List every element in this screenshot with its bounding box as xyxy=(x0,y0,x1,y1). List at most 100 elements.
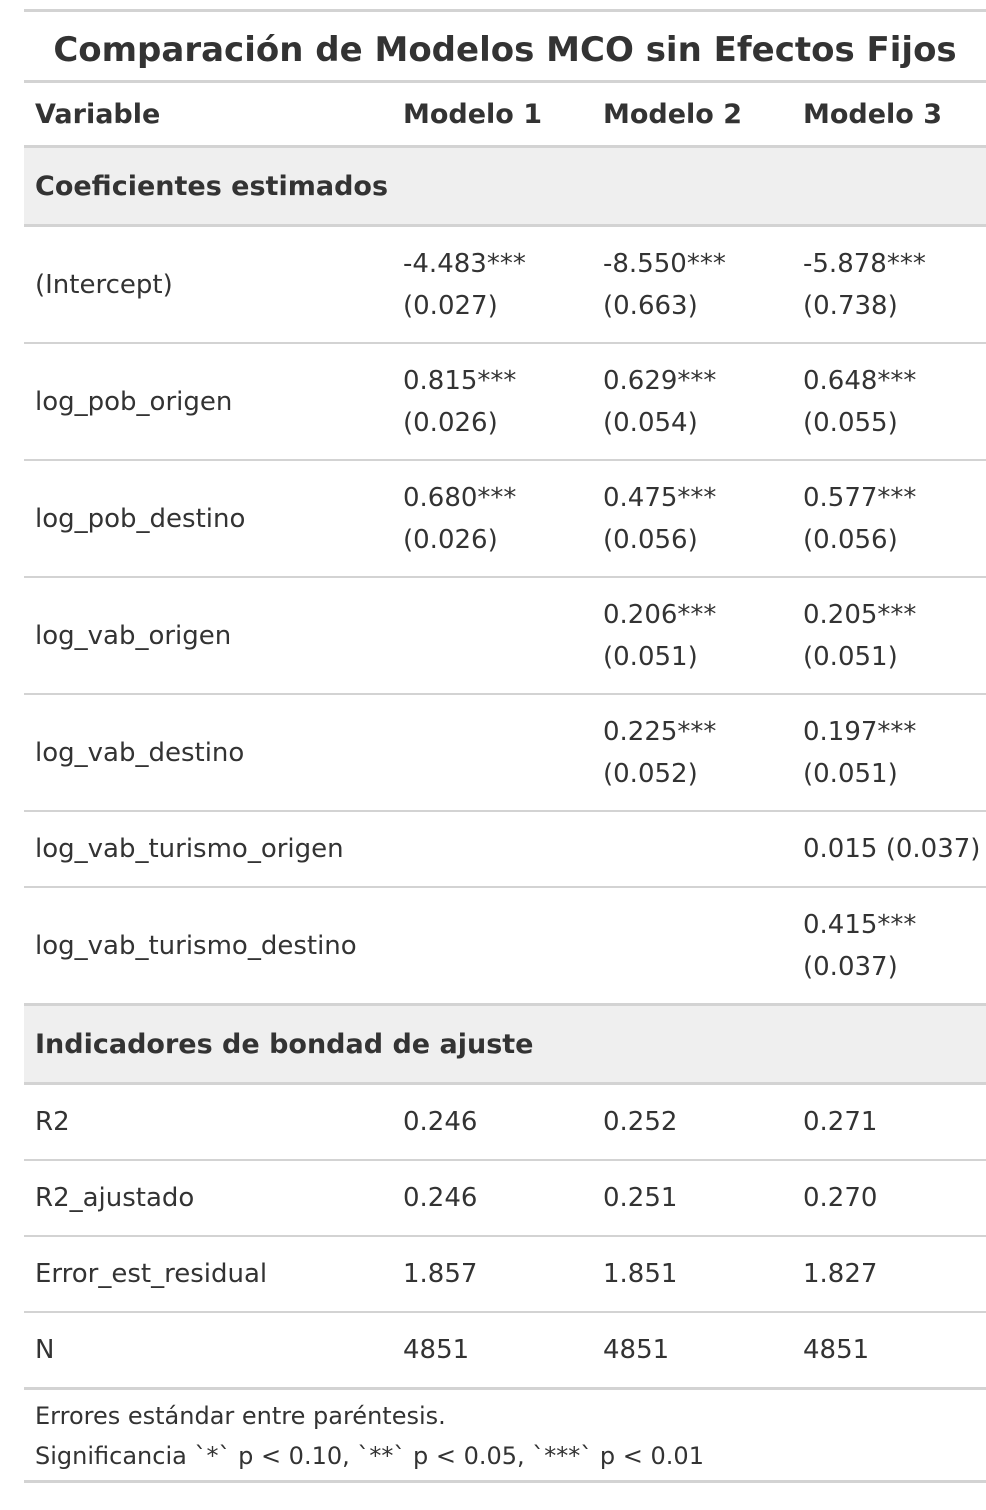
estimate: 0.577*** xyxy=(803,482,917,513)
model-3-cell: 0.197*** (0.051) xyxy=(803,711,986,795)
regression-table: Comparación de Modelos MCO sin Efectos F… xyxy=(24,9,986,1483)
model-1-value: 0.246 xyxy=(403,1183,478,1213)
estimate: 0.815*** xyxy=(403,365,517,396)
std-error: (0.027) xyxy=(403,290,498,321)
header-model-3: Modelo 3 xyxy=(803,98,943,130)
row-divider xyxy=(24,459,986,461)
model-1-value: 1.857 xyxy=(403,1259,478,1289)
model-3-value: 0.270 xyxy=(803,1183,878,1213)
model-3-cell: 0.415*** (0.037) xyxy=(803,904,986,988)
model-1-cell: 0.680*** (0.026) xyxy=(403,477,603,561)
model-3-cell: 0.577*** (0.056) xyxy=(803,477,986,561)
header-row: Variable Modelo 1 Modelo 2 Modelo 3 xyxy=(24,83,986,145)
model-1-cell: -4.483*** (0.027) xyxy=(403,243,603,327)
table-bottom-border xyxy=(24,1480,986,1483)
estimate: 0.629*** xyxy=(603,365,717,396)
footnote: Significancia `*` p < 0.10, `**` p < 0.0… xyxy=(35,1442,704,1470)
variable-name: log_pob_origen xyxy=(35,386,233,417)
std-error: (0.054) xyxy=(603,407,698,438)
model-3-cell: -5.878*** (0.738) xyxy=(803,243,986,327)
divider xyxy=(24,1082,986,1085)
model-2-cell: 0.225*** (0.052) xyxy=(603,711,803,795)
model-2-value: 0.251 xyxy=(603,1183,678,1213)
indicator-name: Error_est_residual xyxy=(35,1259,268,1289)
row-divider xyxy=(24,1159,986,1161)
estimate: 0.415*** xyxy=(803,909,917,940)
group-row-fit: Indicadores de bondad de ajuste xyxy=(24,1006,986,1082)
std-error: (0.051) xyxy=(803,641,898,672)
table-top-border xyxy=(24,9,986,12)
estimate: -5.878*** xyxy=(803,248,926,279)
table-row: log_vab_turismo_origen 0.015 (0.037) xyxy=(24,812,986,886)
variable-name: log_pob_destino xyxy=(35,503,246,534)
model-1-value: 0.246 xyxy=(403,1107,478,1137)
coefficients-body: (Intercept) -4.483*** (0.027) -8.550*** (0.6… xyxy=(24,227,986,1003)
model-2-value: 0.252 xyxy=(603,1107,678,1137)
std-error: (0.056) xyxy=(803,524,898,555)
std-error: (0.056) xyxy=(603,524,698,555)
footnote: Errores estándar entre paréntesis. xyxy=(35,1402,446,1430)
estimate: 0.648*** xyxy=(803,365,917,396)
estimate: 0.015 (0.037) xyxy=(803,834,981,864)
variable-name: (Intercept) xyxy=(35,269,173,300)
std-error: (0.052) xyxy=(603,758,698,789)
std-error: (0.051) xyxy=(603,641,698,672)
std-error: (0.051) xyxy=(803,758,898,789)
std-error: (0.026) xyxy=(403,407,498,438)
table-row: log_pob_origen 0.815*** (0.026) 0.629*** (0.… xyxy=(24,344,986,459)
row-divider xyxy=(24,342,986,344)
table-row: N 4851 4851 4851 xyxy=(24,1313,986,1387)
divider xyxy=(24,1003,986,1006)
estimate: 0.206*** xyxy=(603,599,717,630)
variable-name: log_vab_turismo_origen xyxy=(35,834,344,864)
estimate: -8.550*** xyxy=(603,248,726,279)
table-row: (Intercept) -4.483*** (0.027) -8.550*** (0.6… xyxy=(24,227,986,342)
model-1-value: 4851 xyxy=(403,1335,470,1365)
indicator-name: R2 xyxy=(35,1107,70,1137)
row-divider xyxy=(24,1311,986,1313)
model-3-value: 1.827 xyxy=(803,1259,878,1289)
indicator-name: R2_ajustado xyxy=(35,1183,195,1213)
header-model-2: Modelo 2 xyxy=(603,98,743,130)
model-2-cell: 0.475*** (0.056) xyxy=(603,477,803,561)
group-row-coefficients: Coeficientes estimados xyxy=(24,148,986,224)
fit-body: R2 0.246 0.252 0.271 R2_ajustado 0.246 0.251 0.… xyxy=(24,1085,986,1387)
variable-name: log_vab_destino xyxy=(35,737,245,768)
model-3-value: 4851 xyxy=(803,1335,870,1365)
std-error: (0.738) xyxy=(803,290,898,321)
table-row: log_vab_origen 0.206*** (0.051) 0.205*** (0.… xyxy=(24,578,986,693)
row-divider xyxy=(24,1235,986,1237)
std-error: (0.055) xyxy=(803,407,898,438)
table-title: Comparación de Modelos MCO sin Efectos F… xyxy=(53,30,957,70)
model-3-cell: 0.205*** (0.051) xyxy=(803,594,986,678)
variable-name: log_vab_origen xyxy=(35,620,232,651)
table-row: log_vab_destino 0.225*** (0.052) 0.197*** (0… xyxy=(24,695,986,810)
table-row: R2_ajustado 0.246 0.251 0.270 xyxy=(24,1161,986,1235)
estimate: 0.225*** xyxy=(603,716,717,747)
table-row: Error_est_residual 1.857 1.851 1.827 xyxy=(24,1237,986,1311)
table-row: R2 0.246 0.252 0.271 xyxy=(24,1085,986,1159)
indicator-name: N xyxy=(35,1335,55,1365)
header-model-1: Modelo 1 xyxy=(403,98,543,130)
table-row: log_pob_destino 0.680*** (0.026) 0.475*** (0… xyxy=(24,461,986,576)
estimate: 0.197*** xyxy=(803,716,917,747)
model-3-cell: 0.648*** (0.055) xyxy=(803,360,986,444)
model-1-cell: 0.815*** (0.026) xyxy=(403,360,603,444)
divider xyxy=(24,224,986,227)
row-divider xyxy=(24,693,986,695)
row-divider xyxy=(24,810,986,812)
model-3-cell: 0.015 (0.037) xyxy=(803,828,986,870)
group-label: Indicadores de bondad de ajuste xyxy=(35,1028,534,1060)
group-label: Coeficientes estimados xyxy=(35,170,389,202)
estimate: 0.475*** xyxy=(603,482,717,513)
divider xyxy=(24,80,986,83)
estimate: 0.680*** xyxy=(403,482,517,513)
divider xyxy=(24,145,986,148)
model-3-value: 0.271 xyxy=(803,1107,878,1137)
model-2-cell: 0.629*** (0.054) xyxy=(603,360,803,444)
divider xyxy=(24,1387,986,1390)
footnotes: Errores estándar entre paréntesis. Signi… xyxy=(24,1390,986,1480)
row-divider xyxy=(24,576,986,578)
row-divider xyxy=(24,886,986,888)
header-variable: Variable xyxy=(35,98,161,130)
